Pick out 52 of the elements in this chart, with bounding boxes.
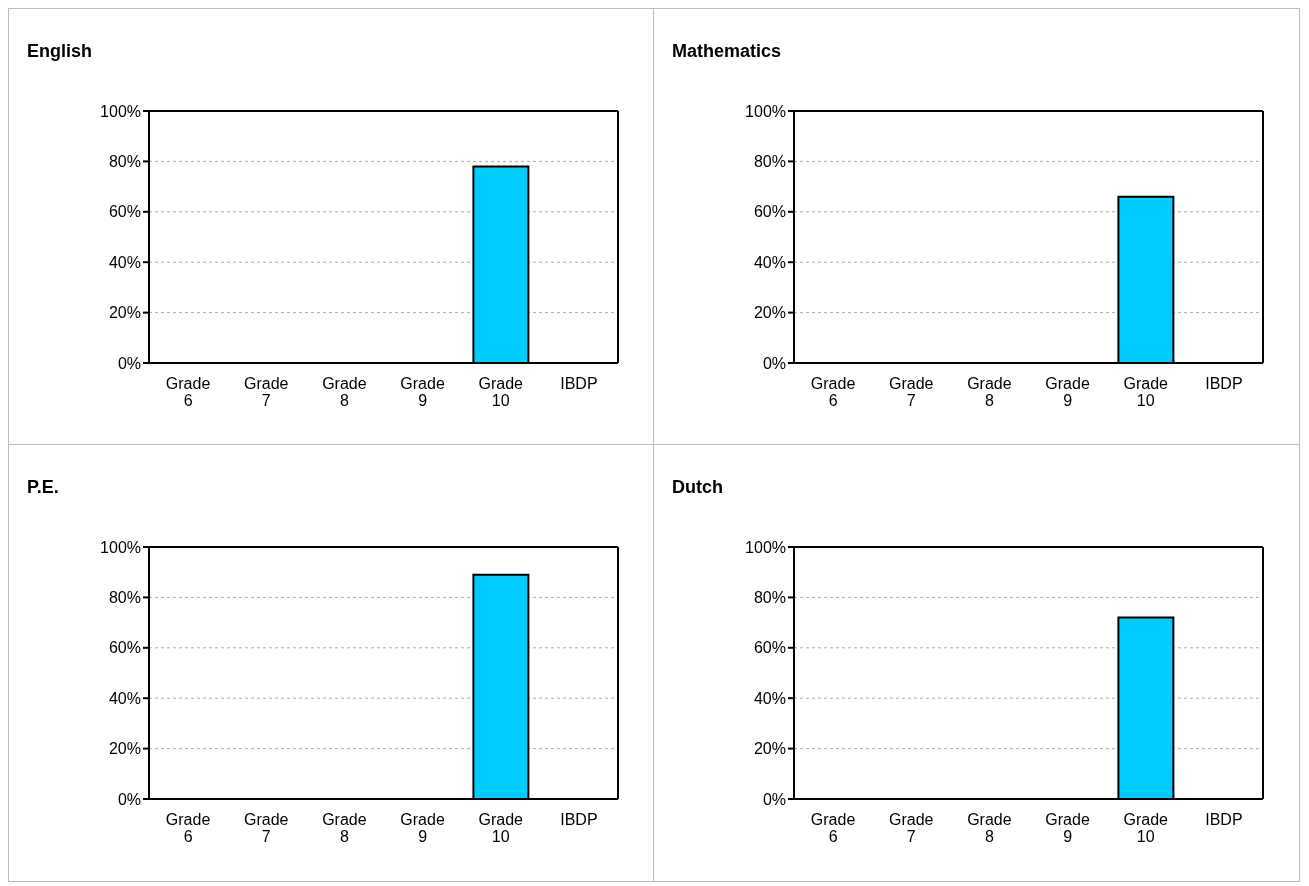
y-tick-label: 60% xyxy=(108,639,141,657)
x-tick-label: Grade 9 xyxy=(1045,375,1090,409)
x-tick-label: Grade 8 xyxy=(967,811,1012,845)
x-tick-label: IBDP xyxy=(560,375,598,392)
y-tick-label: 60% xyxy=(753,203,786,221)
y-tick-label: 40% xyxy=(108,689,141,707)
x-tick-label: IBDP xyxy=(560,811,598,828)
chart-title: English xyxy=(27,41,93,62)
x-tick-label: Grade 6 xyxy=(165,375,211,409)
y-tick-label: 60% xyxy=(753,639,786,657)
x-tick-label: Grade 8 xyxy=(322,375,367,409)
y-tick-label: 20% xyxy=(108,740,141,758)
x-tick-label: Grade 9 xyxy=(400,375,445,409)
y-tick-label: 100% xyxy=(100,102,141,120)
y-tick-label: 100% xyxy=(100,538,141,556)
x-tick-label: Grade 6 xyxy=(165,811,211,845)
x-tick-label: Grade 6 xyxy=(810,811,856,845)
y-tick-label: 80% xyxy=(108,153,141,171)
x-tick-label: IBDP xyxy=(1205,375,1243,392)
y-tick-label: 40% xyxy=(108,253,141,271)
x-tick-label: Grade 9 xyxy=(1045,811,1090,845)
x-tick-label: Grade 9 xyxy=(400,811,445,845)
chart-title: Mathematics xyxy=(672,41,782,62)
x-tick-label: Grade 10 xyxy=(478,811,524,845)
x-tick-label: Grade 8 xyxy=(322,811,367,845)
x-tick-label: Grade 10 xyxy=(1123,811,1169,845)
y-tick-label: 80% xyxy=(753,589,786,607)
y-tick-label: 0% xyxy=(117,790,141,808)
y-tick-label: 40% xyxy=(753,689,786,707)
x-tick-label: Grade 6 xyxy=(810,375,856,409)
y-tick-label: 0% xyxy=(762,790,786,808)
x-tick-label: IBDP xyxy=(1205,811,1243,828)
x-tick-label: Grade 8 xyxy=(967,375,1012,409)
x-tick-label: Grade 10 xyxy=(1123,375,1169,409)
x-tick-label: Grade 7 xyxy=(244,375,289,409)
y-tick-label: 40% xyxy=(753,253,786,271)
y-tick-label: 0% xyxy=(117,354,141,372)
x-tick-label: Grade 7 xyxy=(889,375,934,409)
y-tick-label: 20% xyxy=(108,304,141,322)
x-tick-label: Grade 7 xyxy=(244,811,289,845)
y-tick-label: 80% xyxy=(753,153,786,171)
x-tick-label: Grade 10 xyxy=(478,375,524,409)
y-tick-label: 100% xyxy=(745,102,786,120)
chart-title: Dutch xyxy=(672,477,723,498)
x-tick-label: Grade 7 xyxy=(889,811,934,845)
y-tick-label: 0% xyxy=(762,354,786,372)
y-tick-label: 80% xyxy=(108,589,141,607)
y-tick-label: 20% xyxy=(753,740,786,758)
y-tick-label: 60% xyxy=(108,203,141,221)
y-tick-label: 20% xyxy=(753,304,786,322)
y-tick-label: 100% xyxy=(745,538,786,556)
chart-title: P.E. xyxy=(27,477,59,498)
